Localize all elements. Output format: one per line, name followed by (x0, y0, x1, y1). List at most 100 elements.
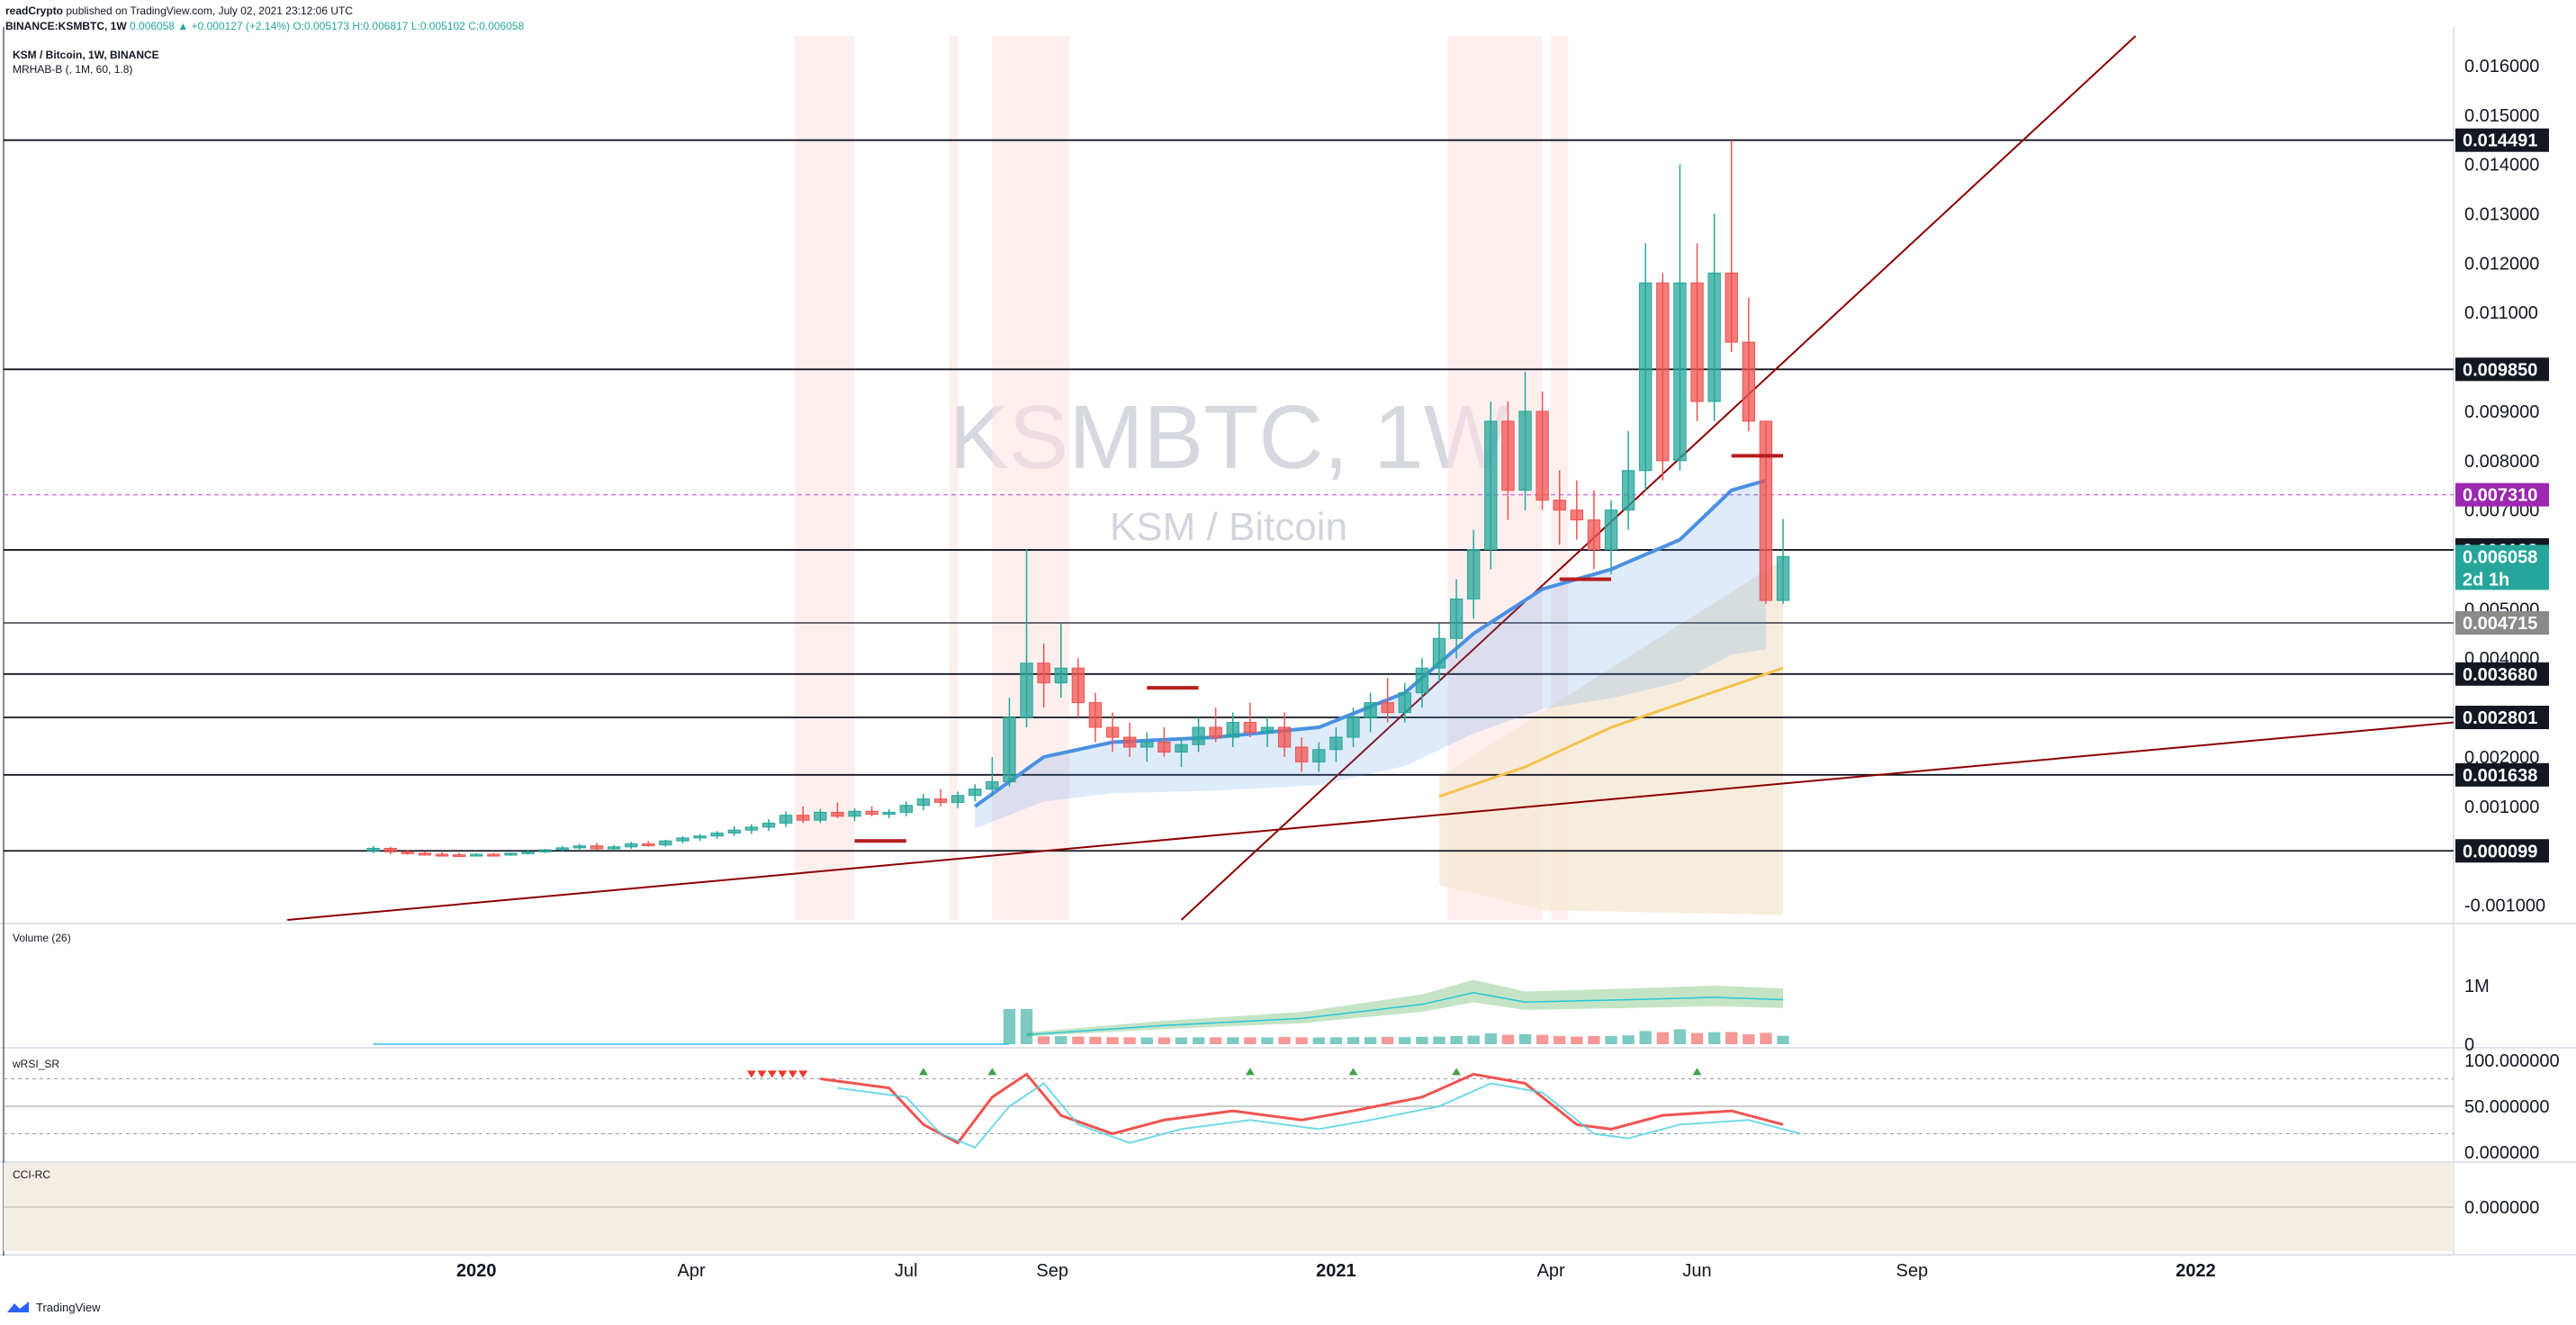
candle-body (693, 835, 707, 839)
candle (744, 824, 759, 834)
main-pane-title: KSM / Bitcoin, 1W, BINANCE (13, 49, 159, 61)
candle-body (572, 845, 587, 849)
volume-bar (1690, 1032, 1704, 1044)
candle (1381, 678, 1394, 723)
candle-body (1742, 341, 1756, 422)
candle-body (882, 811, 896, 816)
volume-bar (1106, 1037, 1119, 1044)
rsi-buy-marker (987, 1068, 997, 1076)
candle (1071, 658, 1085, 718)
volume-bar (1037, 1036, 1050, 1044)
candle-body (1690, 282, 1704, 402)
author-name[interactable]: readCrypto (5, 5, 64, 17)
volume-bar (1588, 1035, 1600, 1044)
volume-bar (1571, 1036, 1583, 1044)
volume-bar (1020, 1009, 1033, 1044)
candle-body (625, 843, 638, 848)
volume-bar (1123, 1037, 1136, 1044)
price-level-tag (2455, 128, 2549, 152)
volume-bar (1295, 1037, 1308, 1044)
candle (1088, 692, 1103, 743)
last-price-countdown: 2d 1h (2463, 570, 2509, 590)
candle-body (607, 846, 621, 850)
candle (1140, 732, 1154, 762)
publish-header: readCrypto published on TradingView.com,… (5, 5, 353, 17)
ema-band (975, 480, 1766, 829)
candle (1690, 243, 1704, 421)
price-level-tag (2455, 839, 2549, 863)
candle (1707, 213, 1721, 421)
candle (1621, 430, 1635, 530)
highlight-band (794, 36, 855, 920)
price-level-tag-text: 0.001638 (2463, 766, 2537, 786)
candle-body (797, 815, 810, 821)
candle (625, 842, 638, 850)
candle-body (779, 815, 793, 824)
candle (1122, 722, 1137, 757)
candle (555, 845, 569, 852)
volume-bar (1055, 1036, 1067, 1044)
rsi-line (837, 1082, 1801, 1149)
candle-body (761, 822, 776, 828)
candle-body (1071, 667, 1085, 704)
candle-body (1639, 282, 1653, 472)
candle-body (1347, 717, 1360, 738)
candle (950, 791, 965, 809)
volume-bar (1209, 1037, 1222, 1044)
price-level-tag-text: 0.009850 (2463, 360, 2537, 380)
candle (865, 806, 878, 816)
candle-body (1226, 722, 1239, 738)
last-price-tag (2455, 545, 2549, 590)
candle-body (487, 853, 500, 857)
price-level-tag-text: 0.014491 (2463, 131, 2537, 151)
highlight-band (949, 36, 959, 920)
rsi-sell-marker (767, 1070, 777, 1078)
footer-brand[interactable]: TradingView (36, 1300, 101, 1314)
volume-bar (1467, 1035, 1480, 1044)
time-axis-label: Jun (1682, 1261, 1711, 1281)
candle-body (418, 852, 432, 856)
time-axis-label: 2020 (456, 1261, 497, 1281)
volume-bar (1157, 1037, 1171, 1044)
candle (1243, 702, 1257, 738)
candle-body (1260, 726, 1274, 734)
candle (1742, 297, 1756, 431)
candle (1226, 712, 1239, 747)
candle (814, 808, 827, 824)
candle (401, 850, 415, 855)
candle (642, 841, 655, 847)
candle-body (1105, 726, 1120, 738)
candle-body (590, 845, 604, 850)
candle-body (366, 847, 380, 852)
candle-body (1381, 702, 1394, 714)
price-level-tag (2455, 706, 2549, 730)
candle (572, 843, 587, 852)
candle (504, 852, 518, 856)
cci-axis-label: 0.000000 (2464, 1198, 2539, 1218)
candle-body (1140, 742, 1154, 748)
candle (453, 852, 466, 858)
candle-body (555, 847, 569, 851)
rsi-buy-marker (1692, 1068, 1702, 1076)
candle (659, 840, 672, 847)
candle-body (1449, 598, 1464, 639)
rsi-buy-marker (1348, 1068, 1358, 1076)
volume-bar (1175, 1037, 1188, 1044)
candle (1192, 717, 1205, 753)
rsi-pane-label: wRSI_SR (13, 1058, 60, 1070)
volume-bar (1399, 1037, 1411, 1044)
candle (1484, 401, 1498, 570)
volume-bar (1501, 1034, 1515, 1044)
volume-bar (1347, 1037, 1360, 1044)
candle-body (1157, 742, 1171, 753)
candle-body (710, 832, 724, 837)
ema-yellow-line (1438, 666, 1784, 798)
candle-body (538, 849, 552, 852)
rsi-axis-label: 0.000000 (2464, 1143, 2539, 1163)
tradingview-logo-icon (7, 1302, 29, 1312)
candle-body (1656, 282, 1670, 462)
price-axis-label: 0.008000 (2464, 452, 2539, 472)
candle-body (642, 843, 655, 847)
volume-bar (1605, 1036, 1617, 1044)
